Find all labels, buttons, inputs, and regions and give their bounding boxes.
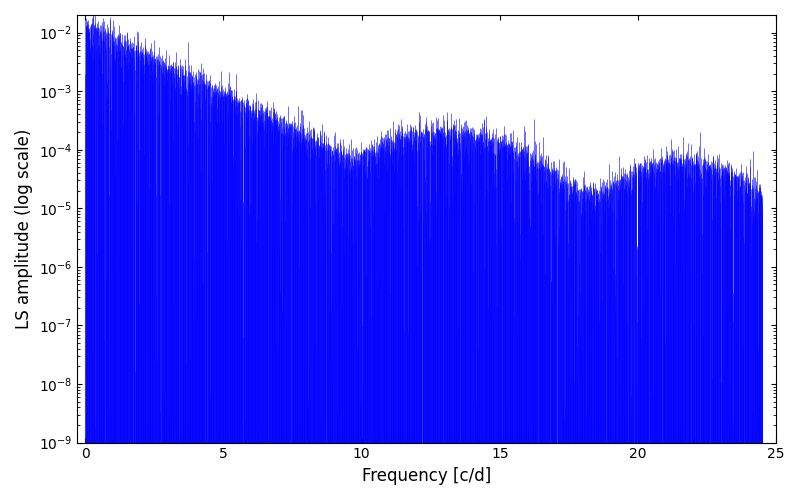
Y-axis label: LS amplitude (log scale): LS amplitude (log scale) bbox=[15, 128, 33, 329]
X-axis label: Frequency [c/d]: Frequency [c/d] bbox=[362, 467, 491, 485]
